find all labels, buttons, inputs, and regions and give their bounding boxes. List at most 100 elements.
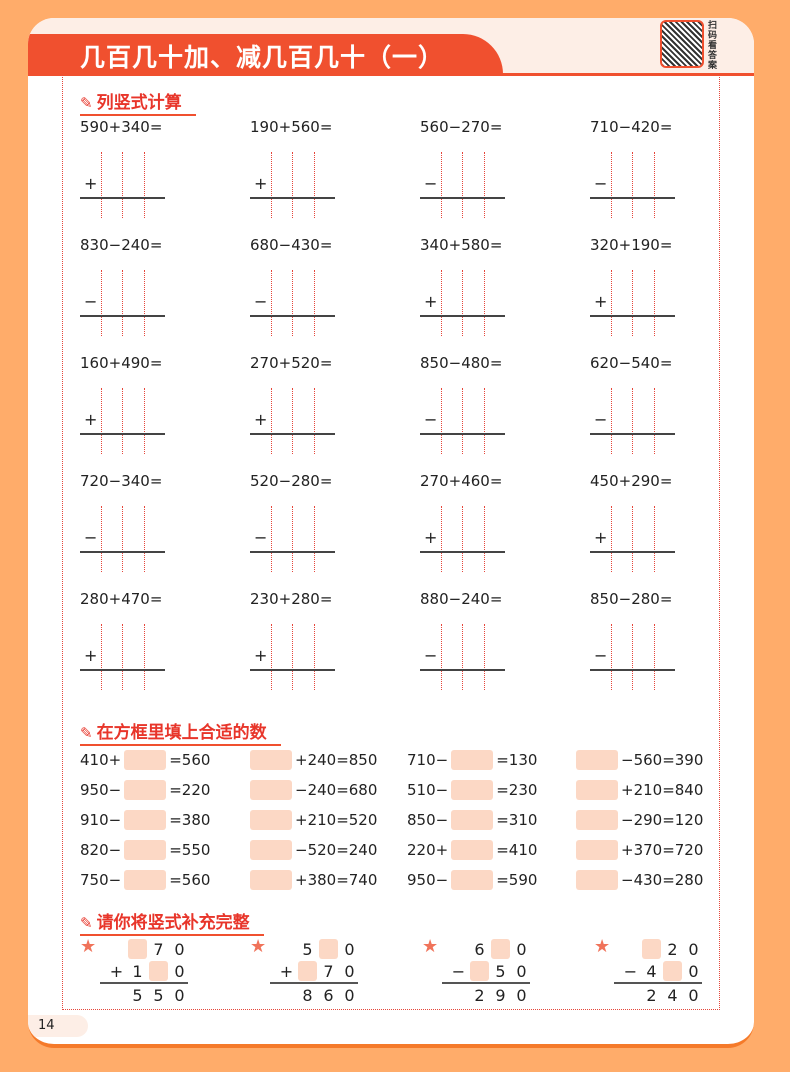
answer-area[interactable] xyxy=(98,384,164,454)
equation-suffix: =130 xyxy=(496,751,538,769)
answer-box[interactable] xyxy=(451,750,494,770)
answer-line xyxy=(590,551,675,553)
column-guide xyxy=(484,152,485,218)
pencil-icon: ✎ xyxy=(80,914,93,932)
answer-box[interactable] xyxy=(124,840,167,860)
answer-box[interactable] xyxy=(319,939,338,959)
column-guide xyxy=(654,388,655,454)
answer-box[interactable] xyxy=(576,870,618,890)
digit: 4 xyxy=(667,985,678,1005)
answer-box[interactable] xyxy=(250,840,292,860)
equation-suffix: =560 xyxy=(169,751,211,769)
operator-sign: − xyxy=(254,292,268,311)
column-guide xyxy=(144,624,145,690)
pencil-icon: ✎ xyxy=(80,724,93,742)
operator-sign: − xyxy=(594,646,608,665)
digit: 9 xyxy=(495,985,506,1005)
section2-title-text: 在方框里填上合适的数 xyxy=(96,723,267,743)
answer-area[interactable] xyxy=(438,502,504,572)
answer-box[interactable] xyxy=(250,780,292,800)
equation-text: 270+520= xyxy=(250,354,333,372)
column-guide xyxy=(292,388,293,454)
column-guide xyxy=(441,270,442,336)
equation-suffix: =590 xyxy=(496,871,538,889)
answer-box[interactable] xyxy=(250,870,292,890)
answer-area[interactable] xyxy=(268,502,334,572)
answer-area[interactable] xyxy=(608,266,674,336)
answer-area[interactable] xyxy=(438,620,504,690)
operator-sign: − xyxy=(424,174,438,193)
answer-box[interactable] xyxy=(576,810,618,830)
answer-box[interactable] xyxy=(642,939,661,959)
answer-area[interactable] xyxy=(98,266,164,336)
answer-line xyxy=(80,433,165,435)
equation-text: 270+460= xyxy=(420,472,503,490)
column-guide xyxy=(101,624,102,690)
answer-box[interactable] xyxy=(124,810,167,830)
answer-box[interactable] xyxy=(124,870,167,890)
equation-text: 320+190= xyxy=(590,236,673,254)
answer-area[interactable] xyxy=(608,384,674,454)
answer-area[interactable] xyxy=(608,620,674,690)
answer-line xyxy=(80,551,165,553)
answer-box[interactable] xyxy=(451,780,494,800)
operator-sign: + xyxy=(424,528,438,547)
answer-area[interactable] xyxy=(438,384,504,454)
answer-box[interactable] xyxy=(124,780,167,800)
answer-area[interactable] xyxy=(608,502,674,572)
answer-area[interactable] xyxy=(98,502,164,572)
fill-equation: 750− =560 xyxy=(80,869,210,891)
answer-area[interactable] xyxy=(268,384,334,454)
answer-box[interactable] xyxy=(576,840,618,860)
digit: 0 xyxy=(688,961,699,981)
answer-area[interactable] xyxy=(268,266,334,336)
answer-line xyxy=(250,315,335,317)
answer-box[interactable] xyxy=(451,870,494,890)
answer-area[interactable] xyxy=(268,620,334,690)
column-guide xyxy=(271,624,272,690)
equation-text: 340+580= xyxy=(420,236,503,254)
answer-box[interactable] xyxy=(250,810,292,830)
column-guide xyxy=(441,624,442,690)
column-guide xyxy=(654,624,655,690)
answer-box[interactable] xyxy=(576,750,618,770)
answer-box[interactable] xyxy=(491,939,510,959)
qr-code-icon[interactable] xyxy=(660,20,704,68)
equation-prefix: 950− xyxy=(407,871,449,889)
answer-box[interactable] xyxy=(470,961,489,981)
answer-box[interactable] xyxy=(128,939,147,959)
equation-suffix: +240=850 xyxy=(295,751,378,769)
answer-box[interactable] xyxy=(576,780,618,800)
worksheet-page: 几百几十加、减几百几十（一） 扫码看答案 ✎ 列竖式计算 590+340= +190… xyxy=(28,18,754,1048)
digit: 0 xyxy=(344,961,355,981)
answer-area[interactable] xyxy=(98,620,164,690)
qr-label: 扫码看答案 xyxy=(708,21,718,71)
equation-prefix: 910− xyxy=(80,811,122,829)
digit: 5 xyxy=(153,985,164,1005)
operator-sign: − xyxy=(84,292,98,311)
equation-suffix: −290=120 xyxy=(621,811,704,829)
answer-box[interactable] xyxy=(451,810,494,830)
equation-suffix: =310 xyxy=(496,811,538,829)
answer-area[interactable] xyxy=(98,148,164,218)
answer-area[interactable] xyxy=(608,148,674,218)
column-guide xyxy=(462,388,463,454)
answer-area[interactable] xyxy=(438,266,504,336)
answer-box[interactable] xyxy=(149,961,168,981)
star-icon: ★ xyxy=(422,936,439,957)
answer-box[interactable] xyxy=(298,961,317,981)
answer-box[interactable] xyxy=(663,961,682,981)
equation-suffix: +210=520 xyxy=(295,811,378,829)
answer-area[interactable] xyxy=(438,148,504,218)
column-guide xyxy=(441,388,442,454)
fill-equation: 510− =230 xyxy=(407,779,537,801)
answer-line xyxy=(590,197,675,199)
answer-box[interactable] xyxy=(124,750,167,770)
column-guide xyxy=(462,506,463,572)
digit: 6 xyxy=(474,939,485,959)
answer-box[interactable] xyxy=(250,750,292,770)
operator-sign: − xyxy=(623,961,638,981)
answer-area[interactable] xyxy=(268,148,334,218)
operator-sign: + xyxy=(254,646,268,665)
answer-box[interactable] xyxy=(451,840,494,860)
